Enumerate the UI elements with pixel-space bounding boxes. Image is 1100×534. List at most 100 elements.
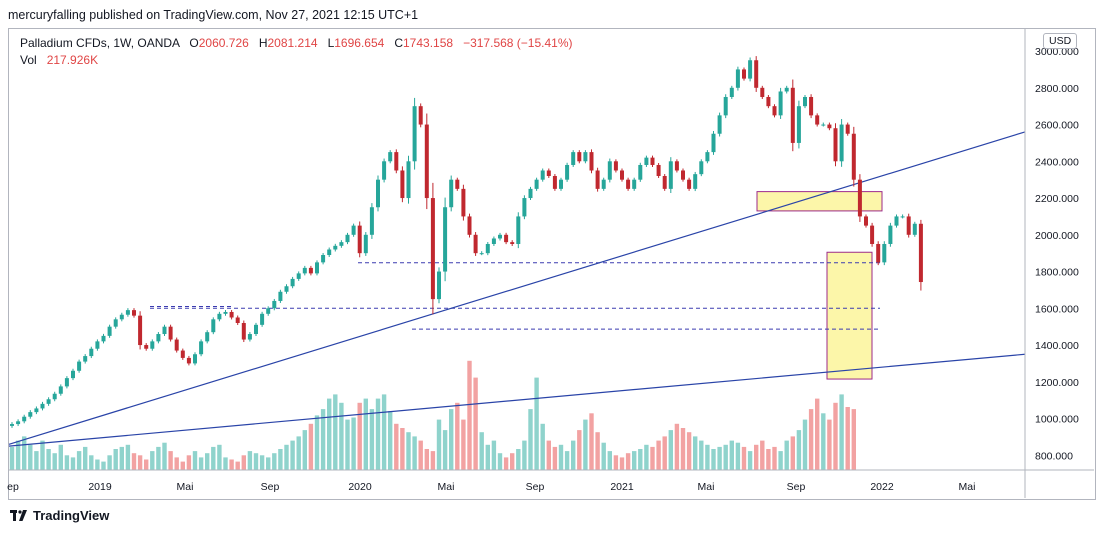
- candle-body: [613, 161, 618, 171]
- volume-bar: [711, 449, 716, 470]
- volume-bar: [314, 415, 320, 470]
- candle-body: [589, 152, 594, 171]
- volume-bar: [174, 457, 179, 470]
- candle-body: [437, 271, 441, 300]
- candle-body: [302, 267, 307, 274]
- candle-body: [284, 286, 289, 292]
- candle-body: [144, 345, 149, 349]
- candle-body: [894, 216, 899, 226]
- candle-body: [272, 300, 277, 309]
- volume-bar: [595, 432, 600, 470]
- candle-body: [394, 152, 399, 171]
- volume-bar: [363, 398, 368, 470]
- candle-body: [906, 216, 911, 235]
- candle-body: [180, 350, 185, 358]
- candle-body: [205, 332, 210, 342]
- volume-bar: [64, 455, 70, 470]
- y-axis: 3000.000 2800.000 2600.000 2400.000 2200.000…: [1024, 29, 1079, 498]
- candle-body: [888, 225, 893, 244]
- volume-bar: [516, 449, 521, 470]
- currency-badge[interactable]: USD: [1043, 33, 1078, 49]
- footer-brand[interactable]: TradingView: [10, 508, 109, 523]
- volume-bar: [229, 459, 234, 470]
- volume-bar: [302, 430, 307, 470]
- volume-bar: [198, 457, 204, 470]
- lower-trendline: [8, 353, 1026, 447]
- candle-body: [10, 424, 14, 426]
- candle-body: [638, 164, 643, 180]
- volume-bar: [144, 459, 149, 470]
- change-value: −317.568 (−15.41%): [463, 36, 573, 50]
- candle-body: [772, 106, 777, 116]
- open-label: O: [189, 36, 199, 50]
- candle-body: [577, 152, 582, 162]
- candle-body: [735, 69, 740, 88]
- candles: [10, 56, 923, 428]
- candle-body: [333, 245, 338, 250]
- x-tick-label: Sep: [787, 481, 806, 493]
- volume-bar: [22, 436, 27, 470]
- upper-trendline: [8, 131, 1026, 445]
- candle-body: [235, 317, 240, 323]
- volume-bar: [15, 440, 21, 470]
- volume-bar: [223, 457, 228, 470]
- y-tick-label: 800.000: [1035, 450, 1073, 462]
- volume-bar: [186, 455, 192, 470]
- volume-bar: [394, 423, 399, 470]
- candle-body: [64, 378, 69, 387]
- candle-body: [699, 161, 704, 175]
- volume-bar: [272, 453, 277, 470]
- candle-body: [58, 386, 63, 394]
- volume-bar: [485, 444, 490, 470]
- candle-body: [626, 179, 631, 189]
- candle-body: [363, 234, 368, 254]
- candle-body: [388, 152, 393, 162]
- volume-bar: [412, 436, 417, 470]
- candle-body: [882, 243, 887, 263]
- volume-bar: [180, 461, 185, 470]
- volume-bar: [589, 413, 594, 470]
- symbol-name[interactable]: Palladium CFDs, 1W, OANDA: [20, 36, 180, 50]
- candle-body: [400, 170, 405, 199]
- candle-body: [827, 124, 832, 129]
- annotation-lines: [8, 131, 1026, 447]
- volume-bar: [89, 455, 94, 470]
- candle-body: [254, 324, 258, 335]
- x-axis: ep 2019 Mai Sep 2020 Mai Sep 2021 Mai Sep 2022 Mai: [7, 469, 1094, 493]
- chart-legend: Palladium CFDs, 1W, OANDA O2060.726 H208…: [20, 35, 573, 69]
- volume-bar: [851, 409, 856, 470]
- volume-bar: [656, 440, 661, 470]
- open-value: 2060.726: [198, 36, 249, 50]
- chart-frame[interactable]: [8, 28, 1096, 500]
- volume-bar: [802, 419, 808, 470]
- tradingview-logo-icon: [10, 510, 27, 521]
- candle-body: [693, 174, 698, 189]
- y-tick-label: 3000.000: [1035, 46, 1079, 58]
- y-tick-label: 2800.000: [1035, 83, 1079, 95]
- candle-body: [650, 157, 655, 165]
- candle-body: [357, 225, 362, 254]
- candle-body: [467, 216, 472, 235]
- candle-body: [717, 115, 722, 134]
- volume-bar: [662, 436, 667, 470]
- candle-body: [345, 234, 350, 243]
- candle-body: [138, 315, 143, 346]
- volume-bar: [668, 430, 673, 470]
- volume-bar: [418, 440, 423, 470]
- candle-body: [125, 310, 130, 315]
- candle-body: [315, 262, 319, 274]
- candle-body: [583, 152, 588, 162]
- candle-body: [729, 87, 734, 97]
- candle-body: [418, 106, 423, 125]
- candle-body: [278, 291, 283, 301]
- y-tick-label: 1800.000: [1035, 267, 1079, 279]
- candle-body: [620, 170, 624, 180]
- volume-bar: [723, 444, 728, 470]
- volume-bar: [351, 417, 356, 470]
- volume-bar: [760, 440, 765, 470]
- volume-bar: [650, 446, 655, 470]
- volume-bar: [540, 423, 545, 470]
- volume-bar: [247, 451, 253, 470]
- legend-row-volume: Vol 217.926K: [20, 52, 573, 69]
